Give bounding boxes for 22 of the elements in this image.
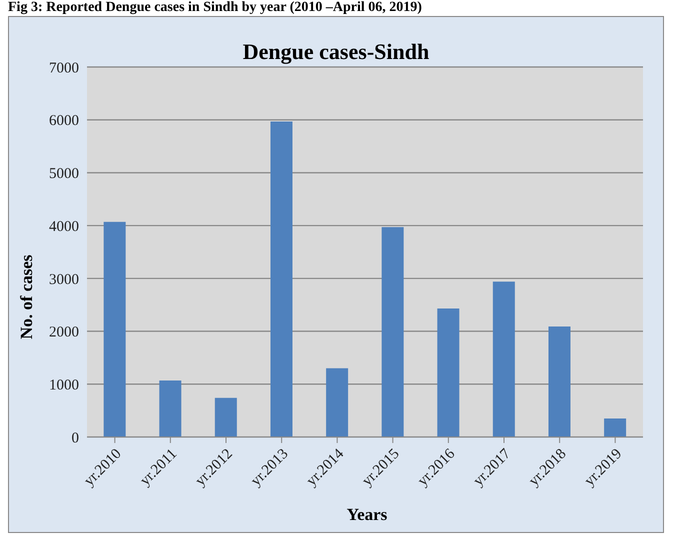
y-tick-label: 5000 <box>49 166 79 182</box>
y-tick-label: 4000 <box>49 218 79 235</box>
y-tick-label: 2000 <box>49 324 79 341</box>
y-axis-title: No. of cases <box>17 254 37 340</box>
bar <box>326 368 348 437</box>
bar <box>214 398 237 437</box>
caption: Fig 3: Reported Dengue cases in Sindh by year (2010 –April 06, 2019) <box>8 0 423 16</box>
bar <box>437 308 460 437</box>
y-tick-label: 0 <box>72 430 79 446</box>
bar <box>492 282 515 437</box>
x-axis-title: Years <box>346 505 388 525</box>
chart-title: Dengue cases-Sindh <box>242 39 430 64</box>
bar <box>270 121 292 437</box>
y-tick-label: 7000 <box>49 60 79 76</box>
bar <box>159 380 182 437</box>
bar <box>604 418 626 437</box>
y-tick-label: 6000 <box>49 113 79 130</box>
bar <box>104 222 126 437</box>
y-tick-label: 1000 <box>49 377 79 394</box>
bar <box>548 326 570 437</box>
bar <box>382 227 404 437</box>
y-tick-label: 3000 <box>49 272 79 288</box>
